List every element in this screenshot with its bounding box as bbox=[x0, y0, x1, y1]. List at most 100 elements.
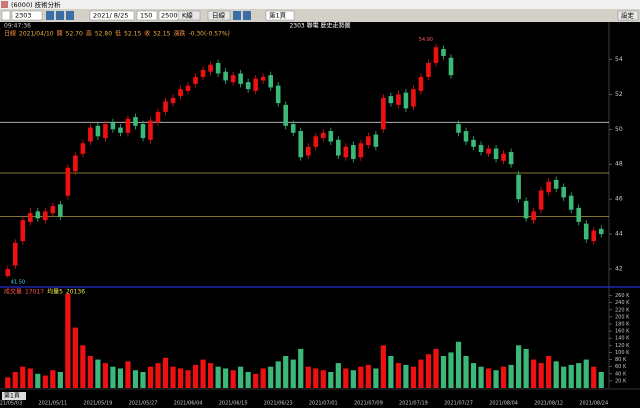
candle-body bbox=[103, 124, 108, 139]
nav-button[interactable] bbox=[46, 11, 54, 20]
volume-bar bbox=[433, 348, 439, 388]
candle-body bbox=[290, 124, 296, 133]
candle-body bbox=[553, 179, 559, 189]
volume-bar bbox=[223, 368, 229, 388]
toolbar: (6000) 技術分析 2303 2021/ 8/25 150 2500 K線 … bbox=[0, 0, 640, 22]
info-item: 開 bbox=[57, 31, 63, 38]
x-tick-label: 2021/05/19 bbox=[83, 401, 112, 407]
page: 第1頁 bbox=[4, 392, 20, 400]
volume-bar bbox=[215, 366, 221, 388]
candle-body bbox=[163, 101, 168, 112]
x-tick-label: 2021/08/24 bbox=[579, 401, 608, 407]
volume-bar bbox=[516, 345, 522, 388]
volume-bar bbox=[275, 361, 281, 388]
candle-body bbox=[493, 148, 499, 160]
settings-button[interactable] bbox=[617, 10, 639, 21]
candle-body bbox=[275, 85, 281, 104]
volume-bar bbox=[591, 366, 597, 388]
annotation: 54.90 bbox=[419, 37, 433, 43]
candle-body bbox=[598, 228, 604, 235]
volume-bar bbox=[283, 356, 289, 388]
volume-legend: 20136 bbox=[66, 289, 85, 296]
info-item: 低 bbox=[115, 30, 121, 38]
candle-body bbox=[133, 117, 138, 126]
volume-bar bbox=[531, 359, 537, 388]
volume-bar bbox=[65, 293, 71, 388]
volume-bar bbox=[455, 341, 462, 388]
candle-body bbox=[343, 146, 349, 158]
page-select[interactable] bbox=[2, 392, 26, 400]
candle-body bbox=[305, 146, 311, 156]
volume-bar bbox=[140, 372, 146, 388]
volume-bar bbox=[373, 368, 379, 388]
candle-body bbox=[298, 131, 304, 158]
candle-body bbox=[260, 76, 266, 81]
candle-body bbox=[478, 145, 484, 153]
volume-bar bbox=[500, 366, 507, 388]
candle-body bbox=[388, 96, 394, 104]
volume-bar bbox=[418, 359, 424, 388]
candle-body bbox=[576, 207, 582, 222]
nav-button[interactable] bbox=[243, 11, 251, 20]
info-item: 日線 bbox=[4, 30, 16, 38]
volume-bar bbox=[170, 366, 176, 388]
info-item: 52.15 bbox=[124, 31, 141, 38]
x-tick-label: 2021/05/03 bbox=[0, 401, 22, 407]
candle-body bbox=[230, 75, 236, 83]
volume-bar bbox=[410, 366, 417, 388]
volume-bar bbox=[493, 370, 499, 388]
volume-bar bbox=[380, 345, 386, 388]
candle-body bbox=[178, 89, 183, 97]
candle-body bbox=[381, 97, 386, 130]
volume-bar bbox=[117, 368, 124, 388]
candle-body bbox=[27, 213, 33, 222]
y-tick-label: 40 K bbox=[615, 371, 627, 377]
period-button[interactable] bbox=[207, 10, 231, 21]
volume-bar bbox=[320, 370, 326, 388]
candle-body bbox=[583, 223, 589, 240]
chart-title: 2303 聯電 歷史走勢圖 bbox=[289, 22, 350, 30]
candle-body bbox=[253, 78, 258, 91]
candle-body bbox=[110, 122, 116, 130]
volume-bar bbox=[485, 368, 492, 388]
nav-button[interactable] bbox=[233, 11, 241, 20]
candle-body bbox=[73, 155, 78, 172]
kline-button[interactable] bbox=[177, 10, 201, 21]
button-label: 日線 bbox=[212, 11, 226, 20]
candle-body bbox=[43, 211, 48, 221]
volume-bar bbox=[313, 368, 319, 388]
candle-body bbox=[223, 71, 228, 81]
x-tick-label: 2021/08/04 bbox=[489, 401, 518, 407]
x-tick-label: 2021/07/09 bbox=[354, 401, 383, 407]
candle-body bbox=[50, 206, 56, 214]
volume-bar bbox=[598, 372, 604, 388]
volume-bar bbox=[110, 366, 116, 388]
nav-button[interactable] bbox=[56, 11, 64, 20]
page: 第1頁 bbox=[269, 11, 287, 20]
page-select[interactable] bbox=[265, 10, 295, 21]
candle-body bbox=[185, 85, 191, 91]
candle-body bbox=[418, 76, 424, 91]
y-tick-label: 60 K bbox=[615, 364, 627, 370]
y-tick-label: 180 K bbox=[615, 322, 630, 328]
candle-body bbox=[561, 186, 566, 198]
volume-bar bbox=[155, 363, 161, 388]
candle-body bbox=[12, 242, 18, 266]
symbol-input[interactable] bbox=[11, 10, 43, 21]
volume-bar bbox=[12, 372, 18, 388]
count-input[interactable] bbox=[136, 10, 158, 21]
nav-button[interactable] bbox=[66, 11, 74, 20]
x-tick-label: 2021/06/04 bbox=[174, 401, 203, 407]
volume-bar bbox=[523, 348, 529, 388]
y-tick-label: 50 bbox=[615, 126, 623, 133]
candle-body bbox=[396, 94, 401, 105]
candle-body bbox=[351, 145, 356, 160]
date-input[interactable] bbox=[89, 10, 135, 21]
volume-legend: 17017 bbox=[25, 289, 44, 296]
x-tick-label: 2021/06/23 bbox=[264, 401, 293, 407]
volume-bar bbox=[538, 363, 544, 388]
volume-bar bbox=[177, 368, 184, 388]
date: 2021/ 8/25 bbox=[93, 12, 128, 20]
y-tick-label: 240 K bbox=[615, 300, 630, 306]
menu-button[interactable] bbox=[1, 10, 11, 21]
